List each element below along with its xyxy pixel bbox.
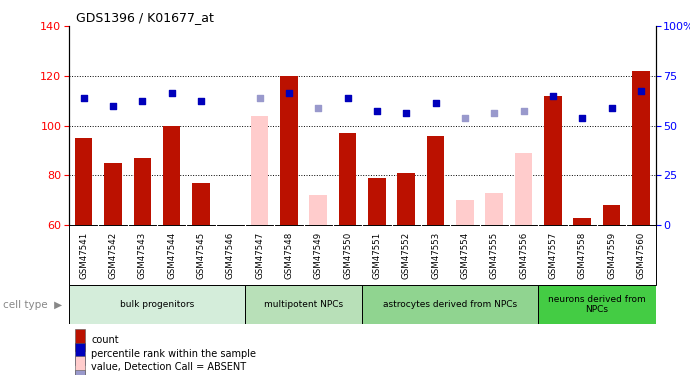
Text: percentile rank within the sample: percentile rank within the sample: [91, 348, 256, 358]
Bar: [603, 205, 620, 225]
Bar: [397, 173, 415, 225]
Point: [430, 100, 441, 106]
Point: [547, 93, 558, 99]
Point: [137, 98, 148, 104]
Text: GSM47542: GSM47542: [108, 231, 117, 279]
Text: neurons derived from
NPCs: neurons derived from NPCs: [548, 295, 646, 314]
Bar: [456, 200, 473, 225]
Point: [460, 115, 471, 121]
Bar: [544, 96, 562, 225]
Point: [518, 108, 529, 114]
Bar: [515, 153, 533, 225]
Bar: [310, 195, 327, 225]
Bar: [69, 285, 245, 324]
Point: [313, 105, 324, 111]
Text: multipotent NPCs: multipotent NPCs: [264, 300, 343, 309]
Bar: [133, 158, 151, 225]
Bar: [192, 183, 210, 225]
Text: bulk progenitors: bulk progenitors: [120, 300, 194, 309]
Point: [606, 105, 617, 111]
Bar: [75, 343, 86, 364]
Bar: [163, 126, 181, 225]
Text: GSM47554: GSM47554: [460, 231, 469, 279]
Text: GSM47548: GSM47548: [284, 231, 293, 279]
Bar: [538, 285, 656, 324]
Text: GSM47556: GSM47556: [519, 231, 528, 279]
Text: astrocytes derived from NPCs: astrocytes derived from NPCs: [383, 300, 518, 309]
Bar: [368, 178, 386, 225]
Text: GSM47560: GSM47560: [636, 231, 645, 279]
Point: [195, 98, 206, 104]
Point: [254, 95, 265, 101]
Point: [284, 90, 295, 96]
Bar: [75, 356, 86, 375]
Point: [342, 95, 353, 101]
Text: GSM47545: GSM47545: [197, 231, 206, 279]
Text: GSM47544: GSM47544: [167, 231, 176, 279]
Bar: [280, 76, 297, 225]
Point: [371, 108, 382, 114]
Text: GSM47555: GSM47555: [490, 231, 499, 279]
Text: GSM47547: GSM47547: [255, 231, 264, 279]
Text: GSM47559: GSM47559: [607, 231, 616, 279]
Point: [635, 88, 647, 94]
Point: [489, 110, 500, 116]
Bar: [485, 193, 503, 225]
Point: [401, 110, 412, 116]
Text: GSM47549: GSM47549: [314, 231, 323, 279]
Bar: [75, 138, 92, 225]
Text: GDS1396 / K01677_at: GDS1396 / K01677_at: [76, 11, 214, 24]
Text: GSM47541: GSM47541: [79, 231, 88, 279]
Text: GSM47558: GSM47558: [578, 231, 586, 279]
Text: GSM47557: GSM47557: [549, 231, 558, 279]
Bar: [75, 370, 86, 375]
Text: GSM47546: GSM47546: [226, 231, 235, 279]
Bar: [632, 71, 650, 225]
Bar: [362, 285, 538, 324]
Point: [78, 95, 89, 101]
Bar: [104, 163, 121, 225]
Bar: [75, 329, 86, 351]
Bar: [251, 116, 268, 225]
Bar: [245, 285, 362, 324]
Text: count: count: [91, 335, 119, 345]
Point: [166, 90, 177, 96]
Text: cell type  ▶: cell type ▶: [3, 300, 62, 310]
Text: GSM47553: GSM47553: [431, 231, 440, 279]
Text: GSM47551: GSM47551: [373, 231, 382, 279]
Bar: [339, 133, 356, 225]
Bar: [573, 217, 591, 225]
Bar: [426, 136, 444, 225]
Point: [577, 115, 588, 121]
Text: GSM47543: GSM47543: [138, 231, 147, 279]
Text: GSM47552: GSM47552: [402, 231, 411, 279]
Text: value, Detection Call = ABSENT: value, Detection Call = ABSENT: [91, 362, 246, 372]
Text: GSM47550: GSM47550: [343, 231, 352, 279]
Point: [108, 103, 119, 109]
